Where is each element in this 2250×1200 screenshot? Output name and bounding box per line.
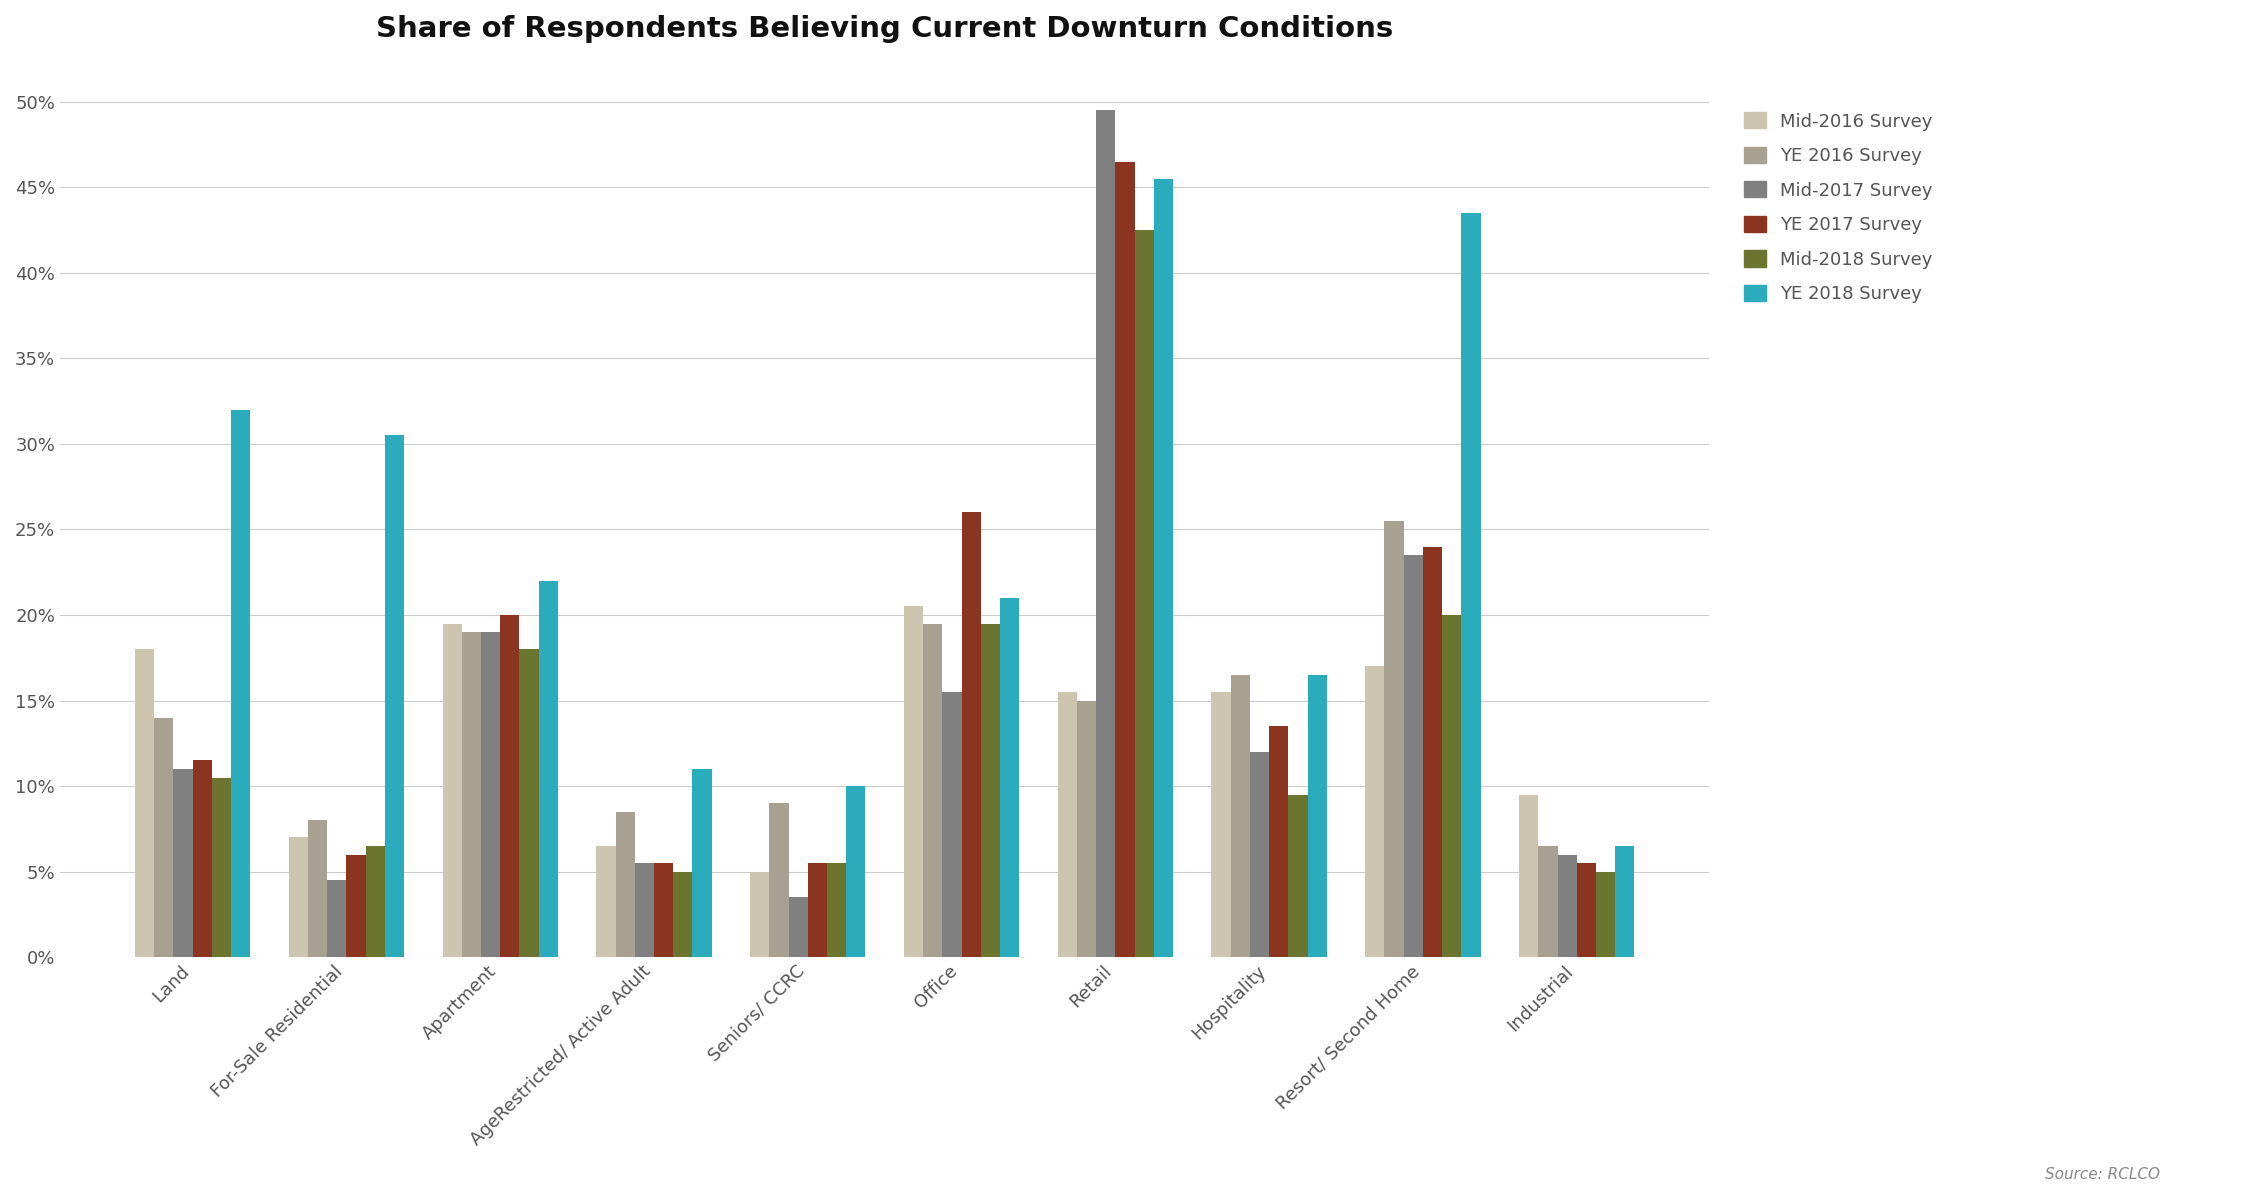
- Bar: [1078, 701, 1096, 958]
- Title: Share of Respondents Believing Current Downturn Conditions: Share of Respondents Believing Current D…: [376, 14, 1393, 43]
- Bar: [1231, 674, 1251, 958]
- Bar: [1096, 110, 1116, 958]
- Bar: [1557, 854, 1577, 958]
- Bar: [1595, 871, 1616, 958]
- Bar: [1384, 521, 1404, 958]
- Bar: [193, 761, 212, 958]
- Bar: [308, 821, 326, 958]
- Bar: [1519, 794, 1539, 958]
- Bar: [385, 436, 405, 958]
- Bar: [1422, 546, 1442, 958]
- Bar: [482, 632, 500, 958]
- Bar: [788, 898, 808, 958]
- Bar: [1539, 846, 1557, 958]
- Bar: [1210, 692, 1231, 958]
- Bar: [346, 854, 367, 958]
- Bar: [616, 811, 634, 958]
- Bar: [367, 846, 385, 958]
- Bar: [232, 409, 250, 958]
- Bar: [1577, 863, 1595, 958]
- Bar: [1116, 162, 1134, 958]
- Bar: [173, 769, 194, 958]
- Bar: [461, 632, 482, 958]
- Bar: [770, 803, 788, 958]
- Bar: [326, 881, 346, 958]
- Bar: [1269, 726, 1289, 958]
- Text: Source: RCLCO: Source: RCLCO: [2045, 1166, 2160, 1182]
- Bar: [596, 846, 616, 958]
- Legend: Mid-2016 Survey, YE 2016 Survey, Mid-2017 Survey, YE 2017 Survey, Mid-2018 Surve: Mid-2016 Survey, YE 2016 Survey, Mid-201…: [1735, 103, 1942, 312]
- Bar: [1442, 616, 1462, 958]
- Bar: [961, 512, 981, 958]
- Bar: [634, 863, 655, 958]
- Bar: [155, 718, 173, 958]
- Bar: [1289, 794, 1307, 958]
- Bar: [1404, 556, 1422, 958]
- Bar: [1251, 752, 1269, 958]
- Bar: [749, 871, 770, 958]
- Bar: [981, 624, 999, 958]
- Bar: [999, 598, 1019, 958]
- Bar: [520, 649, 538, 958]
- Bar: [1616, 846, 1634, 958]
- Bar: [1058, 692, 1078, 958]
- Bar: [693, 769, 711, 958]
- Bar: [846, 786, 866, 958]
- Bar: [1462, 212, 1480, 958]
- Bar: [673, 871, 693, 958]
- Bar: [808, 863, 828, 958]
- Bar: [922, 624, 943, 958]
- Bar: [538, 581, 558, 958]
- Bar: [1134, 230, 1154, 958]
- Bar: [212, 778, 232, 958]
- Bar: [500, 616, 520, 958]
- Bar: [443, 624, 461, 958]
- Bar: [828, 863, 846, 958]
- Bar: [1307, 674, 1328, 958]
- Bar: [135, 649, 155, 958]
- Bar: [655, 863, 673, 958]
- Bar: [1154, 179, 1172, 958]
- Bar: [1366, 666, 1384, 958]
- Bar: [943, 692, 961, 958]
- Bar: [288, 838, 308, 958]
- Bar: [904, 606, 922, 958]
